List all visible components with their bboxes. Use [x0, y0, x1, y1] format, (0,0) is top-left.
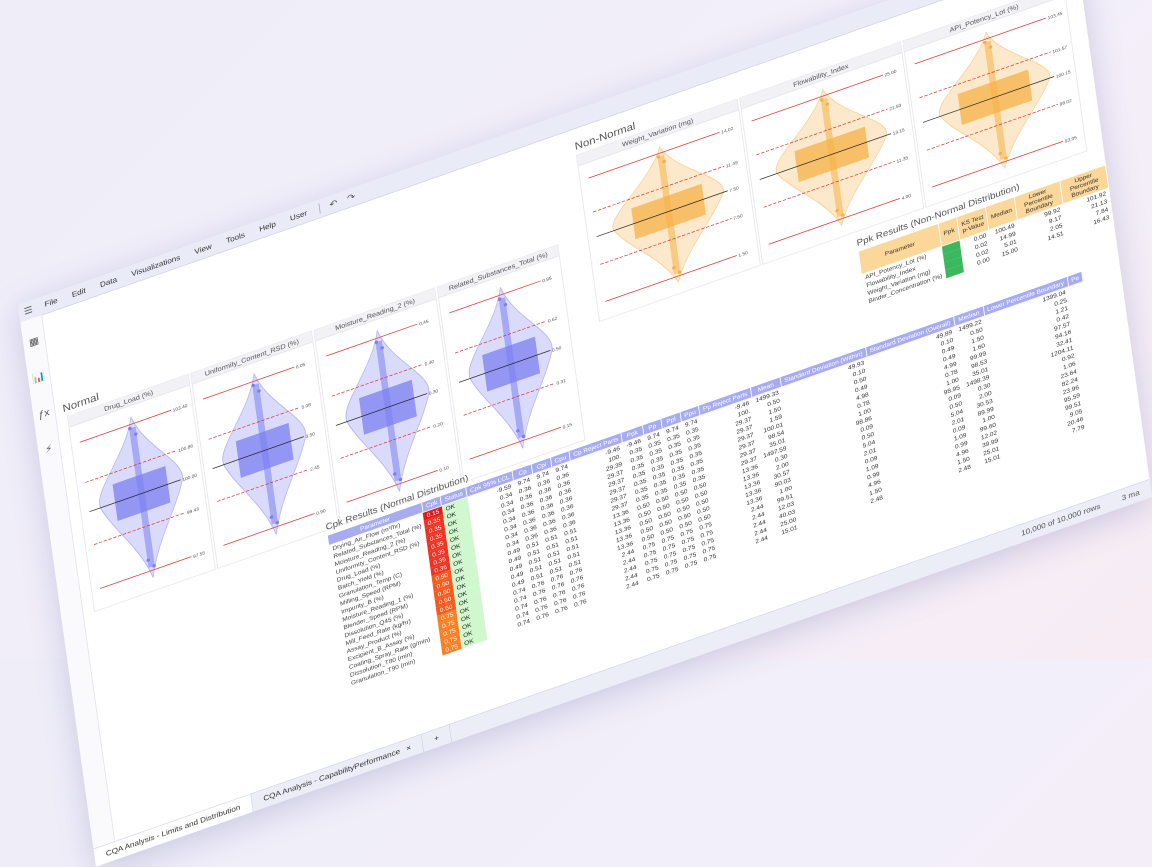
limit-label: 0.15 — [562, 422, 572, 431]
limit-label: 0.20 — [433, 421, 443, 430]
limit-label: 0.85 — [542, 275, 552, 284]
limit-label: 0.10 — [439, 465, 449, 474]
limit-label: 11.35 — [896, 155, 909, 165]
limit-label: 4.00 — [901, 193, 911, 202]
bar-chart-icon[interactable]: 📊 — [32, 370, 47, 386]
limit-label: 13.15 — [892, 127, 905, 137]
menu-visualizations[interactable]: Visualizations — [124, 251, 188, 281]
plus-icon: + — [434, 734, 440, 744]
redo-icon[interactable]: ↷ — [342, 189, 361, 205]
column-header[interactable]: Pe — [1067, 271, 1083, 286]
limit-label: 7.50 — [733, 213, 743, 222]
limit-label: 99.43 — [187, 506, 200, 516]
limit-label: 0.40 — [424, 359, 434, 368]
tab-label: CQA Analysis - CapabilityPerformance — [263, 747, 401, 803]
menu-user[interactable]: User — [282, 206, 314, 225]
grid-icon[interactable]: ▦ — [28, 334, 39, 349]
limit-label: 97.55 — [193, 550, 206, 560]
limit-label: 100.15 — [1056, 69, 1072, 80]
limit-label: 0.90 — [316, 508, 326, 517]
limit-label: 2.45 — [310, 464, 320, 473]
limit-label: 1.50 — [738, 250, 748, 259]
menu-edit[interactable]: Edit — [64, 284, 93, 302]
limit-label: 14.02 — [721, 126, 734, 136]
close-icon[interactable]: × — [406, 743, 412, 753]
limit-label: 103.45 — [1047, 11, 1063, 22]
limit-label: 7.50 — [729, 185, 739, 194]
limit-label: 0.50 — [552, 345, 562, 354]
add-tab-button[interactable]: + — [422, 725, 452, 752]
limit-label: 3.50 — [305, 431, 315, 440]
menu-tools[interactable]: Tools — [218, 228, 252, 248]
formula-icon[interactable]: ƒx — [38, 406, 50, 421]
tab-label: CQA Analysis - Limits and Distribution — [105, 803, 240, 858]
limit-label: 0.45 — [419, 319, 429, 328]
limit-label: 101.57 — [1052, 45, 1068, 56]
tab-limits-distribution[interactable]: CQA Analysis - Limits and Distribution — [94, 794, 254, 866]
limit-label: 0.31 — [556, 378, 566, 387]
limit-label: 103.40 — [172, 403, 188, 414]
limit-label: 6.05 — [296, 362, 306, 371]
menu-separator — [318, 203, 320, 213]
menu-data[interactable]: Data — [92, 273, 124, 292]
limit-label: 100.86 — [178, 443, 194, 454]
limit-label: 100.00 — [182, 472, 198, 483]
limit-label: 98.02 — [1059, 98, 1072, 108]
violin-svg: 6.05 5.08 3.50 2.45 0.90 — [193, 342, 338, 567]
limit-label: 25.00 — [884, 69, 897, 79]
undo-icon[interactable]: ↶ — [324, 196, 343, 212]
menu-file[interactable]: File — [37, 294, 65, 311]
row-count: 10,000 of 10,000 rows 3 ma — [1021, 488, 1140, 537]
limit-label: 11.49 — [726, 160, 739, 170]
app-window: ☰ File Edit Data Visualizations View Too… — [18, 0, 1152, 867]
limit-label: 21.93 — [889, 103, 902, 113]
limit-label: 5.08 — [301, 402, 311, 411]
menu-view[interactable]: View — [187, 240, 220, 259]
limit-label: 93.05 — [1065, 135, 1078, 145]
bolt-icon[interactable]: ⚡ — [44, 442, 53, 456]
limit-label: 0.62 — [548, 316, 558, 325]
tab-capability-performance[interactable]: CQA Analysis - CapabilityPerformance × — [251, 734, 424, 811]
menu-help[interactable]: Help — [252, 217, 284, 236]
violin-svg: 103.40 100.86 100.00 99.43 97.55 — [69, 385, 214, 610]
limit-label: 0.30 — [428, 388, 438, 397]
